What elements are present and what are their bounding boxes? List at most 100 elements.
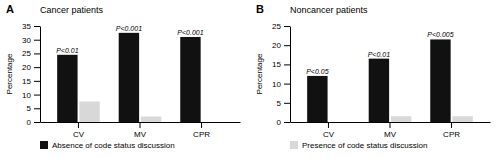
tick-label: 10 xyxy=(22,91,31,100)
annotation: P<0.005 xyxy=(427,31,453,38)
tick-label: 0 xyxy=(277,118,282,127)
tick: CPR xyxy=(443,122,460,139)
tick-label: 25 xyxy=(22,49,31,58)
bar xyxy=(452,116,472,122)
bar xyxy=(430,39,450,122)
axis-title: Percentage xyxy=(255,53,264,94)
annotations: P<0.05 P<0.01 P<0.005 xyxy=(306,31,454,74)
bar xyxy=(57,55,77,122)
x-axis: CV MV CPR xyxy=(41,122,241,139)
tick: MV xyxy=(134,122,147,139)
legend-swatch xyxy=(290,141,298,149)
tick: 20 xyxy=(22,63,40,72)
y-axis: 0 5 10 15 20 25 30 35 xyxy=(22,22,40,127)
tick: MV xyxy=(384,122,397,139)
bars xyxy=(57,33,200,122)
tick-label: 25 xyxy=(272,22,281,31)
y-axis: 0 5 10 15 20 25 xyxy=(272,22,290,127)
tick-mark xyxy=(140,122,141,128)
annotation: P<0.01 xyxy=(368,51,390,58)
tick-mark xyxy=(34,81,40,82)
tick: 15 xyxy=(272,60,290,69)
tick: 35 xyxy=(22,22,40,31)
series xyxy=(57,33,200,122)
bar xyxy=(202,122,222,123)
tick-label: 15 xyxy=(272,60,281,69)
tick-mark xyxy=(284,64,290,65)
tick-mark xyxy=(284,122,290,123)
bar xyxy=(119,33,139,122)
title: Cancer patients xyxy=(40,5,104,15)
annotation: P<0.05 xyxy=(306,68,328,75)
tick-mark xyxy=(34,53,40,54)
tick: 25 xyxy=(272,22,290,31)
tick-label: 0 xyxy=(27,118,32,127)
tick: CPR xyxy=(193,122,210,139)
tick-label: 5 xyxy=(277,99,282,108)
annotation: P<0.01 xyxy=(56,47,78,54)
legend-swatch xyxy=(40,141,48,149)
tick-label: 5 xyxy=(27,104,32,113)
axis-title: Percentage xyxy=(5,53,14,94)
tick-label: CPR xyxy=(193,130,210,139)
tick-mark xyxy=(34,95,40,96)
panel: 0 5 10 15 20 25 30 35 CV MV CPR P<0.01 P<0.001 P<0.00… xyxy=(5,22,241,139)
tick-label: 20 xyxy=(272,41,281,50)
tick-mark xyxy=(284,103,290,104)
tick-mark xyxy=(284,84,290,85)
tick-mark xyxy=(34,40,40,41)
x-axis: CV MV CPR xyxy=(291,122,491,139)
chart: 0 5 10 15 20 25 30 35 CV MV CPR P<0.01 P<0.001 P<0.00… xyxy=(0,0,500,158)
panel: 0 5 10 15 20 25 CV MV CPR P<0.05 P<0.01 P<0.005 Perc… xyxy=(255,22,491,139)
tick-mark xyxy=(284,26,290,27)
tick: CV xyxy=(323,122,335,139)
legend-item: Presence of code status discussion xyxy=(290,141,427,150)
tick-label: 20 xyxy=(22,63,31,72)
legend-item: Absence of code status discussion xyxy=(40,141,175,150)
tick-mark xyxy=(34,122,40,123)
annotation: P<0.001 xyxy=(116,25,142,32)
bar xyxy=(180,37,200,122)
tick-label: CPR xyxy=(443,130,460,139)
tick: 10 xyxy=(272,80,290,89)
bar xyxy=(79,101,99,122)
annotation: P<0.001 xyxy=(177,29,203,36)
tick: 30 xyxy=(22,36,40,45)
tick-mark xyxy=(34,67,40,68)
legend: Absence of code status discussion xyxy=(40,141,175,150)
tick-label: CV xyxy=(73,130,85,139)
tick-mark xyxy=(78,122,79,128)
legend-label: Presence of code status discussion xyxy=(302,141,427,150)
bar xyxy=(391,116,411,122)
series xyxy=(307,39,450,122)
series xyxy=(391,116,473,122)
tick-label: 10 xyxy=(272,80,281,89)
title: Noncancer patients xyxy=(290,5,368,15)
tick-mark xyxy=(451,122,452,128)
tick-label: 35 xyxy=(22,22,31,31)
tick-mark xyxy=(284,45,290,46)
bar xyxy=(141,117,161,122)
tick: 0 xyxy=(277,118,290,127)
tick-label: 30 xyxy=(22,36,31,45)
tick: 0 xyxy=(27,118,40,127)
panel-label: A xyxy=(6,3,14,15)
tick: 5 xyxy=(27,104,40,113)
tick: 5 xyxy=(277,99,290,108)
tick-label: 15 xyxy=(22,77,31,86)
axis-line xyxy=(290,27,291,123)
tick-mark xyxy=(390,122,391,128)
tick: 10 xyxy=(22,91,40,100)
bar xyxy=(329,122,349,123)
bar xyxy=(369,59,389,122)
annotations: P<0.01 P<0.001 P<0.001 xyxy=(56,25,204,54)
legend: Presence of code status discussion xyxy=(290,141,427,150)
legend-label: Absence of code status discussion xyxy=(52,141,175,150)
tick-mark xyxy=(34,108,40,109)
tick: 15 xyxy=(22,77,40,86)
tick-mark xyxy=(328,122,329,128)
tick-mark xyxy=(201,122,202,128)
tick-label: MV xyxy=(384,130,397,139)
tick-label: MV xyxy=(134,130,147,139)
series xyxy=(79,101,161,122)
